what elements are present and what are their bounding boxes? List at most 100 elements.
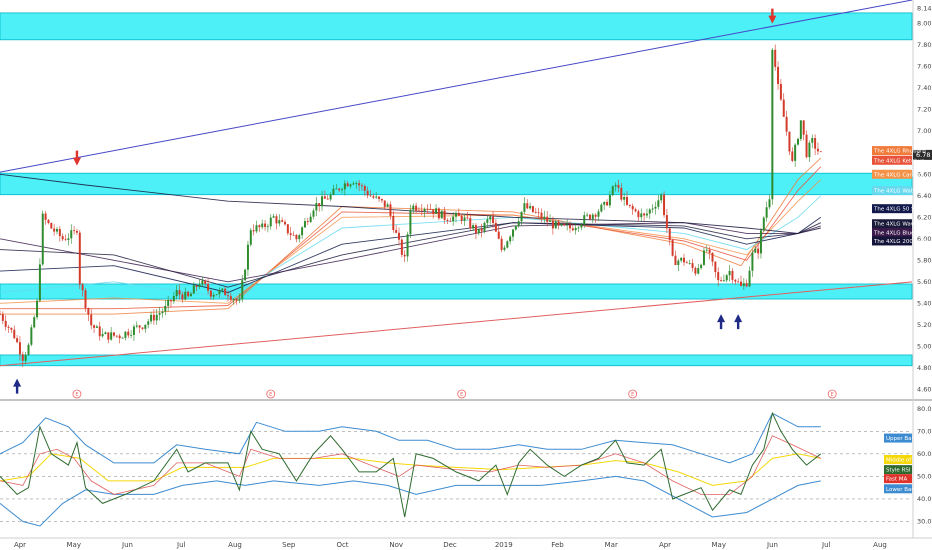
candle-body — [18, 342, 21, 355]
series-label-text: The 4XLG Blueberry — [873, 230, 930, 236]
candle-body — [298, 235, 301, 240]
candle-body — [534, 212, 537, 213]
rsi-label-badge — [884, 474, 912, 484]
candle-body — [93, 325, 96, 328]
time-tick-label: Jun — [121, 541, 133, 549]
price-tick-label: 5.60 — [917, 278, 931, 286]
candle-body — [537, 212, 540, 214]
candle-body — [782, 99, 785, 117]
candle-body — [366, 190, 369, 196]
candle-body — [218, 290, 221, 295]
candle-body — [802, 120, 805, 135]
candle-body — [315, 203, 318, 211]
candle-body — [435, 208, 438, 214]
arrow-down-icon — [768, 8, 777, 24]
time-tick-label: Jun — [766, 541, 778, 549]
candle-body — [204, 280, 207, 285]
candle-body — [509, 236, 512, 242]
candle-body — [788, 131, 791, 152]
price-tick-label: 7.00 — [917, 127, 931, 135]
candle-body — [574, 228, 577, 231]
candle-body — [469, 218, 472, 229]
candle-body — [415, 205, 418, 211]
candle-body — [608, 195, 611, 206]
ma-line — [0, 157, 822, 315]
candle-body — [115, 335, 118, 337]
rsi-lower-band — [0, 475, 821, 527]
candle-body — [27, 344, 30, 355]
candle-body — [406, 234, 409, 257]
candle-body — [335, 188, 338, 190]
rsi-tick-label: 70.00 — [917, 427, 932, 435]
candle-body — [301, 227, 304, 236]
rsi-fast-ma — [0, 435, 821, 495]
series-label-badge — [872, 185, 912, 195]
candle-body — [523, 203, 526, 212]
candle-body — [90, 314, 93, 326]
series-label-text: The 4XLG Wave — [873, 222, 918, 228]
candle-body — [569, 224, 571, 229]
candle-body — [56, 229, 58, 232]
candle-body — [141, 327, 144, 329]
candle-body — [398, 232, 400, 240]
candle-body — [215, 294, 218, 296]
candle-body — [551, 220, 554, 229]
candle-body — [341, 189, 343, 191]
candle-body — [571, 228, 574, 231]
price-tick-label: 7.80 — [917, 41, 931, 49]
candle-body — [580, 224, 583, 228]
support-resistance-zone — [0, 354, 913, 367]
candle-body — [426, 208, 429, 210]
series-label-badge — [872, 169, 912, 179]
time-tick-label: Mar — [605, 541, 618, 549]
candle-body — [768, 199, 771, 208]
candle-body — [540, 212, 543, 219]
arrow-up-icon — [13, 378, 22, 394]
candle-body — [266, 226, 269, 228]
candle-body — [819, 151, 822, 153]
support-resistance-zone — [0, 172, 913, 196]
candle-body — [697, 268, 700, 274]
candle-body — [13, 329, 16, 339]
candle-body — [286, 224, 289, 234]
candle-body — [446, 219, 449, 221]
candle-body — [378, 196, 381, 199]
candle-body — [392, 215, 395, 231]
candle-body — [517, 221, 520, 226]
candle-body — [349, 184, 352, 187]
candle-body — [284, 221, 286, 225]
candle-body — [643, 213, 646, 216]
candle-body — [0, 314, 1, 315]
candle-body — [184, 291, 187, 300]
candle-body — [289, 233, 292, 235]
time-tick-label: Dec — [443, 541, 457, 549]
candle-body — [73, 230, 76, 232]
ma-line — [0, 222, 821, 288]
candle-body — [167, 299, 170, 306]
candle-body — [711, 252, 714, 262]
candle-body — [785, 116, 788, 132]
candle-body — [338, 188, 341, 191]
candle-body — [566, 224, 569, 226]
candle-body — [306, 221, 309, 223]
time-tick-label: 2019 — [495, 541, 513, 549]
series-label-badge — [872, 204, 912, 214]
earnings-marker-letter: E — [831, 392, 834, 398]
candle-body — [272, 216, 275, 218]
price-tick-label: 8.14 — [917, 5, 931, 13]
candle-body — [212, 294, 215, 297]
candle-body — [460, 215, 463, 221]
candle-body — [30, 327, 33, 345]
channel-top-line — [0, 0, 913, 173]
candle-body — [352, 183, 355, 185]
candle-body — [762, 217, 765, 231]
candle-body — [87, 308, 90, 315]
support-resistance-zone — [0, 283, 913, 300]
earnings-marker-letter: E — [631, 392, 634, 398]
candle-body — [417, 210, 420, 212]
series-label-text: The 4XLG 50 SMA — [873, 207, 923, 213]
candle-body — [70, 230, 73, 239]
candle-body — [586, 214, 589, 216]
candle-body — [170, 299, 172, 302]
candle-body — [81, 284, 84, 291]
